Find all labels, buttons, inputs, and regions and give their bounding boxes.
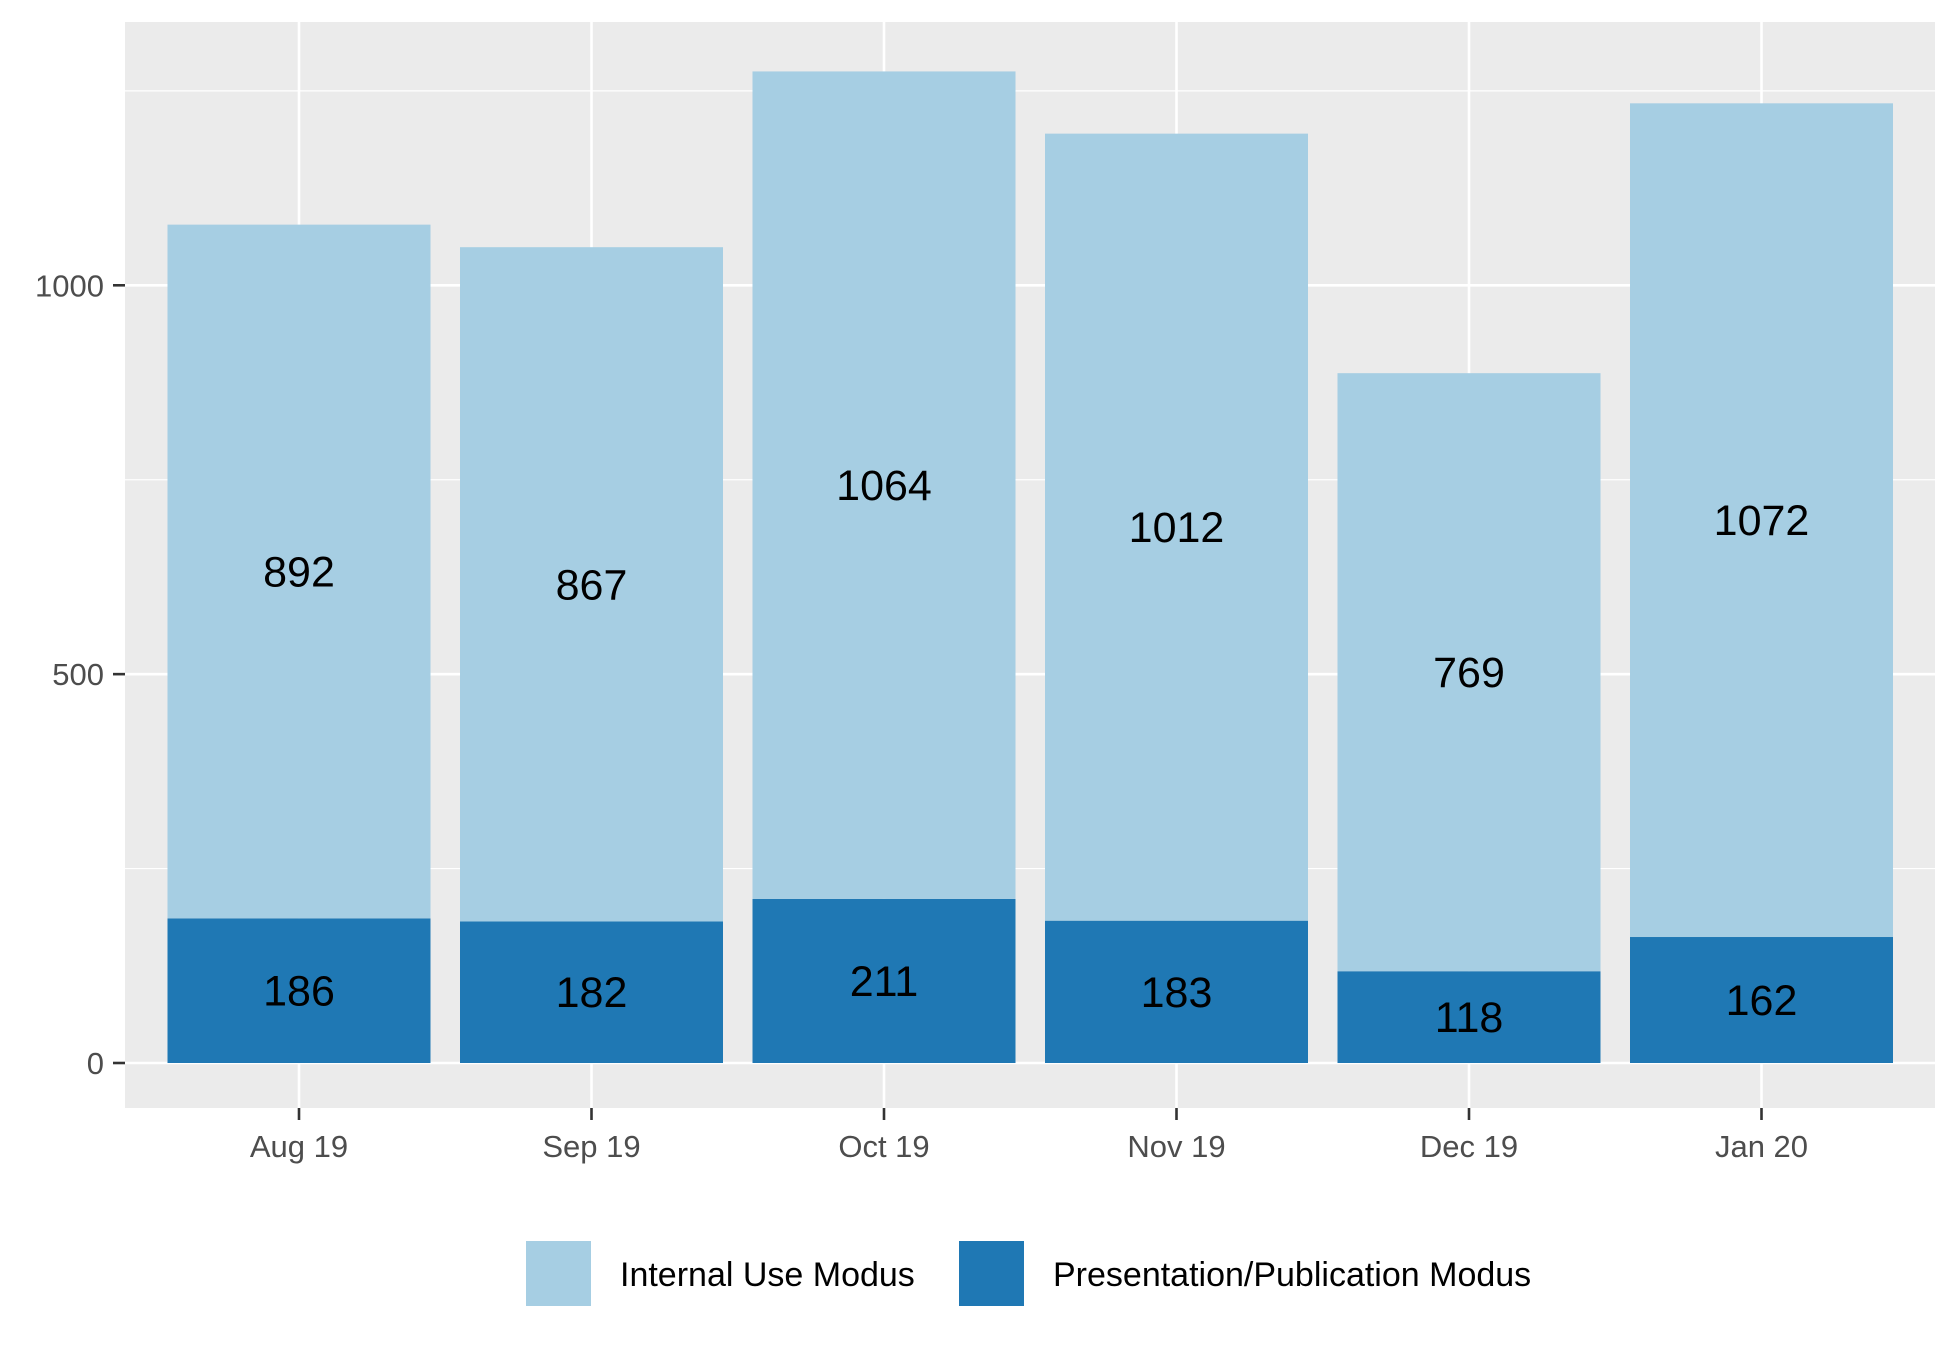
legend-label: Internal Use Modus bbox=[620, 1256, 915, 1294]
bar-segment bbox=[1045, 920, 1308, 1063]
legend-key bbox=[957, 1239, 1026, 1308]
legend: Internal Use Modus Presentation/Publicati… bbox=[524, 1239, 1531, 1308]
data-label: 1012 bbox=[1129, 504, 1225, 552]
bar-segment bbox=[752, 898, 1016, 1063]
bar-segment bbox=[167, 224, 431, 919]
bar-segment bbox=[460, 921, 723, 1063]
axes: 0 500 1000 Aug 19 Sep 19 Oct 19 Nov 19 Dec 19 Ja… bbox=[35, 268, 1808, 1164]
bar-segment bbox=[1337, 971, 1601, 1063]
legend-key bbox=[524, 1239, 593, 1308]
data-label: 186 bbox=[263, 968, 335, 1016]
data-label: 1064 bbox=[836, 462, 932, 510]
bar-segment bbox=[1630, 937, 1893, 1063]
x-tick-label: Oct 19 bbox=[838, 1129, 929, 1164]
data-label: 182 bbox=[556, 969, 628, 1017]
legend-label: Presentation/Publication Modus bbox=[1053, 1256, 1531, 1294]
y-tick-label: 500 bbox=[52, 657, 104, 692]
bar-segment bbox=[460, 247, 723, 922]
data-label: 867 bbox=[556, 561, 628, 609]
x-tick-label: Sep 19 bbox=[542, 1129, 640, 1164]
data-label: 211 bbox=[850, 958, 919, 1006]
data-label: 1072 bbox=[1714, 497, 1810, 545]
x-tick-label: Jan 20 bbox=[1715, 1129, 1808, 1164]
data-label: 162 bbox=[1726, 977, 1798, 1025]
data-label: 892 bbox=[263, 548, 335, 596]
bar-segment bbox=[1337, 373, 1601, 972]
x-tick-label: Dec 19 bbox=[1420, 1129, 1518, 1164]
bar-segment bbox=[1630, 103, 1893, 938]
bars bbox=[167, 71, 1893, 1063]
y-tick-label: 0 bbox=[87, 1046, 104, 1081]
data-label: 118 bbox=[1435, 994, 1504, 1042]
bar-segment bbox=[752, 71, 1016, 899]
y-tick-label: 1000 bbox=[35, 268, 104, 303]
data-label: 183 bbox=[1141, 969, 1213, 1017]
x-tick-label: Aug 19 bbox=[250, 1129, 348, 1164]
bar-segment bbox=[167, 918, 431, 1063]
x-tick-label: Nov 19 bbox=[1127, 1129, 1225, 1164]
bar-labels: 186 892 182 867 211 1064 183 1012 118 769 162 1072 bbox=[263, 462, 1809, 1042]
data-label: 769 bbox=[1433, 649, 1505, 697]
bar-segment bbox=[1045, 133, 1308, 921]
